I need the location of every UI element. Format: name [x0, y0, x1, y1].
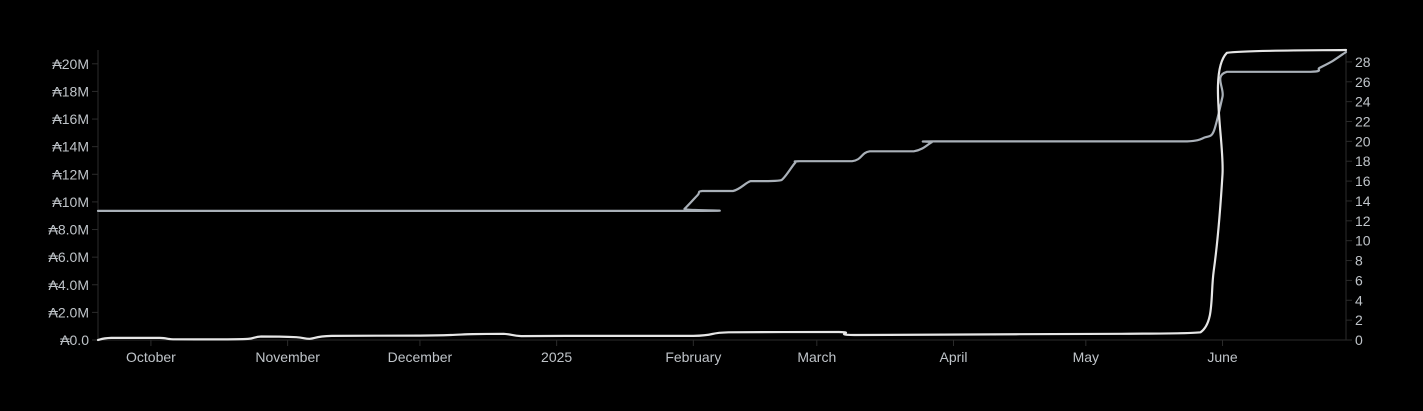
- y-left-tick-label: ₳18M: [52, 83, 89, 99]
- y-right-tick-label: 8: [1355, 253, 1363, 269]
- y-right-tick-label: 24: [1355, 94, 1371, 110]
- x-tick-label: May: [1073, 349, 1099, 365]
- x-tick-label: 2025: [541, 349, 572, 365]
- y-left-tick-label: ₳10M: [52, 194, 89, 210]
- y-right-tick-label: 22: [1355, 114, 1371, 130]
- y-right-tick-label: 28: [1355, 54, 1371, 70]
- y-left-tick-label: ₳20M: [52, 56, 89, 72]
- x-tick-label: December: [388, 349, 453, 365]
- x-tick-label: February: [665, 349, 721, 365]
- y-right-tick-label: 10: [1355, 233, 1371, 249]
- series-line-left-axis: [96, 48, 1348, 342]
- x-tick-label: November: [255, 349, 320, 365]
- y-left-tick-label: ₳6.0M: [49, 249, 89, 265]
- y-right-tick-label: 4: [1355, 292, 1363, 308]
- x-tick-label: April: [940, 349, 968, 365]
- series-line-right-axis: [96, 50, 1348, 213]
- y-left-tick-label: ₳14M: [52, 139, 89, 155]
- y-right-tick-label: 6: [1355, 272, 1363, 288]
- y-left-tick-label: ₳16M: [52, 111, 89, 127]
- y-right-tick-label: 18: [1355, 153, 1371, 169]
- y-left-tick-label: ₳4.0M: [49, 277, 89, 293]
- axes-layer: ₳0.0 ₳2.0M ₳4.0M ₳6.0M ₳8.0M ₳10M ₳12M ₳14M ₳16M…: [49, 50, 1371, 365]
- x-tick-label: June: [1207, 349, 1238, 365]
- series-layer: [96, 48, 1348, 342]
- y-right-tick-label: 12: [1355, 213, 1371, 229]
- y-right-tick-label: 26: [1355, 74, 1371, 90]
- y-right-tick-label: 20: [1355, 133, 1371, 149]
- y-left-tick-label: ₳12M: [52, 166, 89, 182]
- x-tick-label: October: [126, 349, 176, 365]
- x-tick-label: March: [797, 349, 836, 365]
- y-right-tick-label: 16: [1355, 173, 1371, 189]
- y-right-tick-label: 14: [1355, 193, 1371, 209]
- y-left-tick-label: ₳8.0M: [49, 222, 89, 238]
- y-right-tick-label: 0: [1355, 332, 1363, 348]
- y-left-tick-label: ₳2.0M: [49, 304, 89, 320]
- y-left-tick-label: ₳0.0: [60, 332, 89, 348]
- y-right-tick-label: 2: [1355, 312, 1363, 328]
